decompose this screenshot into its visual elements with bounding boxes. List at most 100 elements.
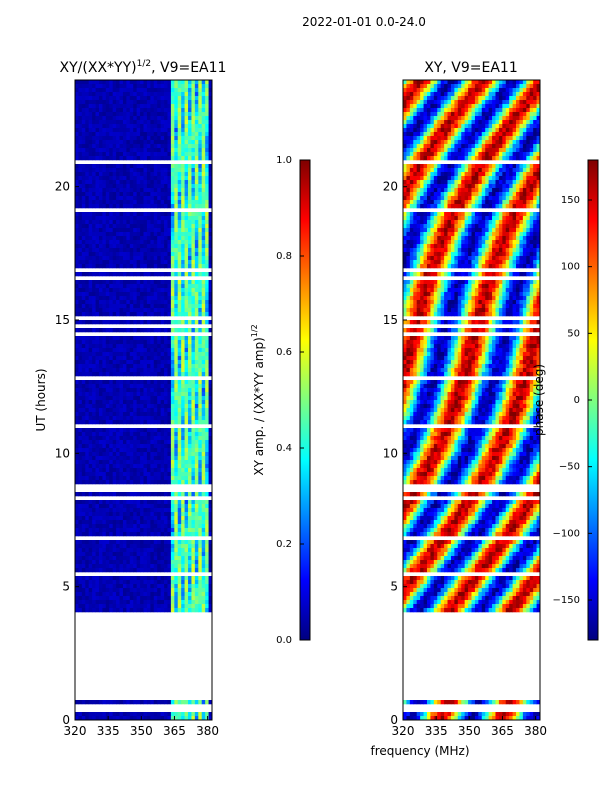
heatmap-cell <box>195 588 199 592</box>
heatmap-cell <box>133 468 137 472</box>
heatmap-cell <box>198 304 202 308</box>
heatmap-cell <box>126 296 130 300</box>
heatmap-cell <box>137 508 141 512</box>
heatmap-cell <box>195 360 199 364</box>
heatmap-cell <box>116 400 120 404</box>
heatmap-cell <box>85 312 89 316</box>
heatmap-cell <box>185 92 189 96</box>
heatmap-cell <box>195 600 199 604</box>
heatmap-cell <box>140 84 144 88</box>
heatmap-cell <box>164 416 168 420</box>
heatmap-cell <box>126 136 130 140</box>
heatmap-cell <box>96 336 100 340</box>
colorbar-tick-label: 0.6 <box>276 347 292 358</box>
heatmap-cell <box>188 188 192 192</box>
heatmap-cell <box>451 84 455 88</box>
heatmap-cell <box>92 312 96 316</box>
heatmap-cell <box>171 404 175 408</box>
heatmap-cell <box>130 184 134 188</box>
heatmap-cell <box>89 408 93 412</box>
heatmap-cell <box>126 180 130 184</box>
heatmap-cell <box>92 112 96 116</box>
heatmap-cell <box>154 228 158 232</box>
heatmap-cell <box>89 140 93 144</box>
heatmap-cell <box>167 412 171 416</box>
heatmap-cell <box>82 500 86 504</box>
heatmap-cell <box>123 224 127 228</box>
heatmap-cell <box>202 236 206 240</box>
heatmap-cell <box>109 344 113 348</box>
heatmap-cell <box>78 240 82 244</box>
heatmap-cell <box>205 544 209 548</box>
heatmap-cell <box>109 280 113 284</box>
heatmap-cell <box>96 236 100 240</box>
heatmap-cell <box>198 448 202 452</box>
heatmap-cell <box>144 596 148 600</box>
heatmap-cell <box>150 328 154 332</box>
heatmap-cell <box>154 448 158 452</box>
heatmap-cell <box>185 552 189 556</box>
heatmap-cell <box>157 120 161 124</box>
heatmap-cell <box>188 532 192 536</box>
heatmap-cell <box>130 272 134 276</box>
heatmap-cell <box>171 440 175 444</box>
heatmap-cell <box>174 396 178 400</box>
heatmap-cell <box>82 256 86 260</box>
heatmap-cell <box>82 584 86 588</box>
heatmap-cell <box>126 184 130 188</box>
heatmap-cell <box>92 428 96 432</box>
heatmap-cell <box>171 512 175 516</box>
heatmap-cell <box>191 228 195 232</box>
heatmap-cell <box>161 600 165 604</box>
heatmap-cell <box>174 508 178 512</box>
heatmap-cell <box>96 412 100 416</box>
heatmap-cell <box>96 400 100 404</box>
heatmap-cell <box>198 300 202 304</box>
heatmap-cell <box>140 564 144 568</box>
heatmap-cell <box>109 232 113 236</box>
heatmap-cell <box>144 292 148 296</box>
heatmap-cell <box>126 144 130 148</box>
heatmap-cell <box>205 464 209 468</box>
heatmap-cell <box>205 436 209 440</box>
heatmap-cell <box>178 412 182 416</box>
heatmap-cell <box>123 400 127 404</box>
heatmap-cell <box>195 436 199 440</box>
heatmap-cell <box>130 244 134 248</box>
heatmap-cell <box>106 136 110 140</box>
heatmap-cell <box>126 576 130 580</box>
heatmap-cell <box>109 568 113 572</box>
heatmap-cell <box>92 508 96 512</box>
heatmap-cell <box>171 480 175 484</box>
heatmap-cell <box>161 344 165 348</box>
heatmap-cell <box>137 700 141 704</box>
heatmap-cell <box>150 88 154 92</box>
heatmap-cell <box>140 576 144 580</box>
heatmap-cell <box>106 472 110 476</box>
heatmap-cell <box>133 172 137 176</box>
heatmap-cell <box>144 152 148 156</box>
heatmap-cell <box>198 128 202 132</box>
heatmap-cell <box>96 608 100 612</box>
heatmap-cell <box>123 112 127 116</box>
heatmap-cell <box>161 288 165 292</box>
heatmap-cell <box>181 400 185 404</box>
heatmap-cell <box>126 492 130 496</box>
heatmap-cell <box>147 472 151 476</box>
heatmap-cell <box>113 528 117 532</box>
heatmap-cell <box>181 284 185 288</box>
heatmap-cell <box>82 412 86 416</box>
heatmap-cell <box>154 240 158 244</box>
heatmap-cell <box>164 124 168 128</box>
heatmap-cell <box>161 576 165 580</box>
heatmap-cell <box>140 216 144 220</box>
heatmap-cell <box>133 236 137 240</box>
heatmap-cell <box>157 168 161 172</box>
heatmap-cell <box>78 548 82 552</box>
heatmap-cell <box>102 700 106 704</box>
heatmap-cell <box>181 508 185 512</box>
heatmap-cell <box>123 520 127 524</box>
heatmap-cell <box>205 308 209 312</box>
heatmap-cell <box>150 336 154 340</box>
heatmap-cell <box>202 588 206 592</box>
